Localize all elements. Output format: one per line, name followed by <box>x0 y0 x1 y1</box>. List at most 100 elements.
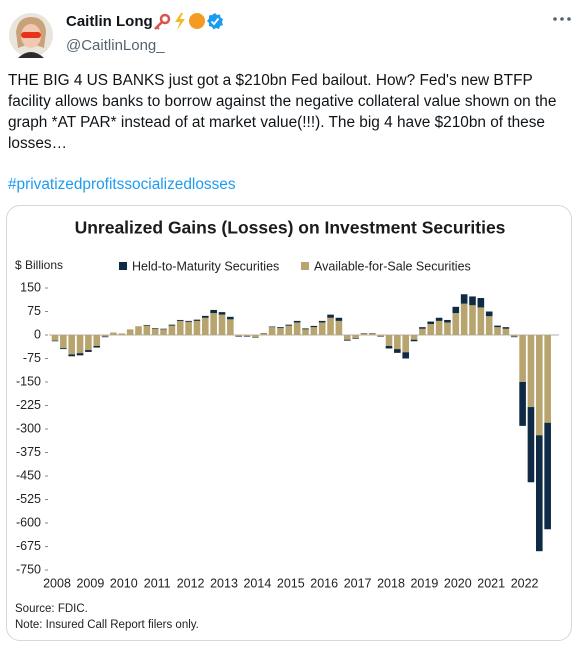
bar-segment <box>502 327 510 329</box>
hashtag[interactable]: #privatizedprofitssocializedlosses <box>8 176 236 193</box>
bar-segment <box>68 354 75 357</box>
bar-segment <box>352 335 359 339</box>
x-tick-label: 2014 <box>243 576 271 590</box>
bar-segment <box>68 335 75 355</box>
bar-segment <box>143 324 151 326</box>
x-tick-label: 2016 <box>310 576 338 590</box>
bar-segment <box>193 320 201 335</box>
bar-segment <box>318 322 326 335</box>
bar-segment <box>285 325 293 335</box>
bar-segment <box>536 335 543 436</box>
bar-segment <box>485 316 493 335</box>
y-tick-label: -75 <box>23 351 41 365</box>
bar-segment <box>293 320 301 323</box>
x-tick-label: 2008 <box>43 576 71 590</box>
bar-segment <box>327 314 334 318</box>
bar-segment <box>268 326 276 328</box>
bar-segment <box>502 328 510 335</box>
legend-label: Available-for-Sale Securities <box>314 259 471 273</box>
bar-segment <box>427 324 435 335</box>
bar-segment <box>76 335 84 354</box>
bar-segment <box>235 335 242 336</box>
bar-segment <box>360 333 368 335</box>
more-button[interactable] <box>552 14 572 24</box>
legend-swatch <box>301 262 309 270</box>
bar-segment <box>419 327 426 329</box>
bar-segment <box>343 339 351 341</box>
y-tick-label: -750 <box>16 562 41 576</box>
y-tick-label: 150 <box>20 280 41 294</box>
bar-segment <box>51 335 59 341</box>
bar-segment <box>268 327 276 335</box>
name-emojis <box>154 13 223 30</box>
bar-segment <box>318 320 326 323</box>
bar-segment <box>485 311 493 317</box>
bar-segment <box>135 326 142 335</box>
bar-segment <box>176 319 184 321</box>
bar-segment <box>185 320 192 322</box>
bar-segment <box>85 335 92 351</box>
chart-card[interactable]: Unrealized Gains (Losses) on Investment … <box>6 205 572 641</box>
x-tick-label: 2010 <box>110 576 138 590</box>
bar-segment <box>310 325 318 328</box>
chart-source: Source: FDIC. <box>15 603 88 615</box>
bar-segment <box>243 335 251 336</box>
bar-segment <box>160 329 167 335</box>
bar-segment <box>210 309 217 314</box>
bar-segment <box>444 319 451 323</box>
bar-segment <box>151 328 159 335</box>
bar-segment <box>185 321 192 335</box>
x-tick-label: 2012 <box>177 576 205 590</box>
bar-segment <box>410 335 418 340</box>
bar-segment <box>285 324 293 326</box>
y-tick-label: -600 <box>16 515 41 529</box>
y-tick-label: -225 <box>16 398 41 412</box>
x-tick-label: 2015 <box>277 576 305 590</box>
author-handle[interactable]: @CaitlinLong_ <box>66 37 165 54</box>
bar-segment <box>477 298 485 308</box>
bar-segment <box>402 335 409 353</box>
bar-segment <box>218 314 226 335</box>
x-tick-label: 2011 <box>144 576 171 590</box>
legend-label: Held-to-Maturity Securities <box>132 259 279 273</box>
bar-segment <box>85 350 92 352</box>
bar-segment <box>527 407 535 483</box>
bar-segment <box>494 327 501 335</box>
bar-segment <box>435 317 443 321</box>
bar-segment <box>527 335 535 408</box>
y-tick-label: 0 <box>34 327 41 341</box>
tweet-text: THE BIG 4 US BANKS just got a $210bn Fed… <box>8 72 557 152</box>
bar-segment <box>536 435 543 552</box>
author-name[interactable]: Caitlin Long <box>66 13 153 30</box>
bar-segment <box>335 320 343 335</box>
bar-segment <box>494 325 501 328</box>
x-tick-label: 2022 <box>511 576 539 590</box>
bar-segment <box>302 328 309 330</box>
bar-segment <box>327 317 334 335</box>
bar-segment <box>394 349 401 353</box>
legend-swatch <box>119 262 127 270</box>
bar-segment <box>76 353 84 356</box>
bar-segment <box>126 329 134 335</box>
bar-segment <box>243 335 251 337</box>
bar-segment <box>293 322 301 335</box>
bar-segment <box>544 422 551 530</box>
bar-segment <box>176 320 184 335</box>
bar-segment <box>410 339 418 342</box>
bar-segment <box>202 317 209 335</box>
bar-segment <box>151 328 159 329</box>
bar-segment <box>193 319 201 321</box>
x-tick-label: 2017 <box>344 576 372 590</box>
bar-segment <box>252 335 259 338</box>
bar-segment <box>544 335 551 423</box>
bar-segment <box>435 320 443 335</box>
bar-segment <box>510 336 518 338</box>
bar-segment <box>444 322 451 335</box>
avatar[interactable] <box>8 12 54 58</box>
bar-segment <box>101 335 109 337</box>
bar-segment <box>460 294 468 304</box>
bar-segment <box>343 335 351 340</box>
y-tick-label: 75 <box>27 304 41 318</box>
bar-segment <box>394 335 401 350</box>
